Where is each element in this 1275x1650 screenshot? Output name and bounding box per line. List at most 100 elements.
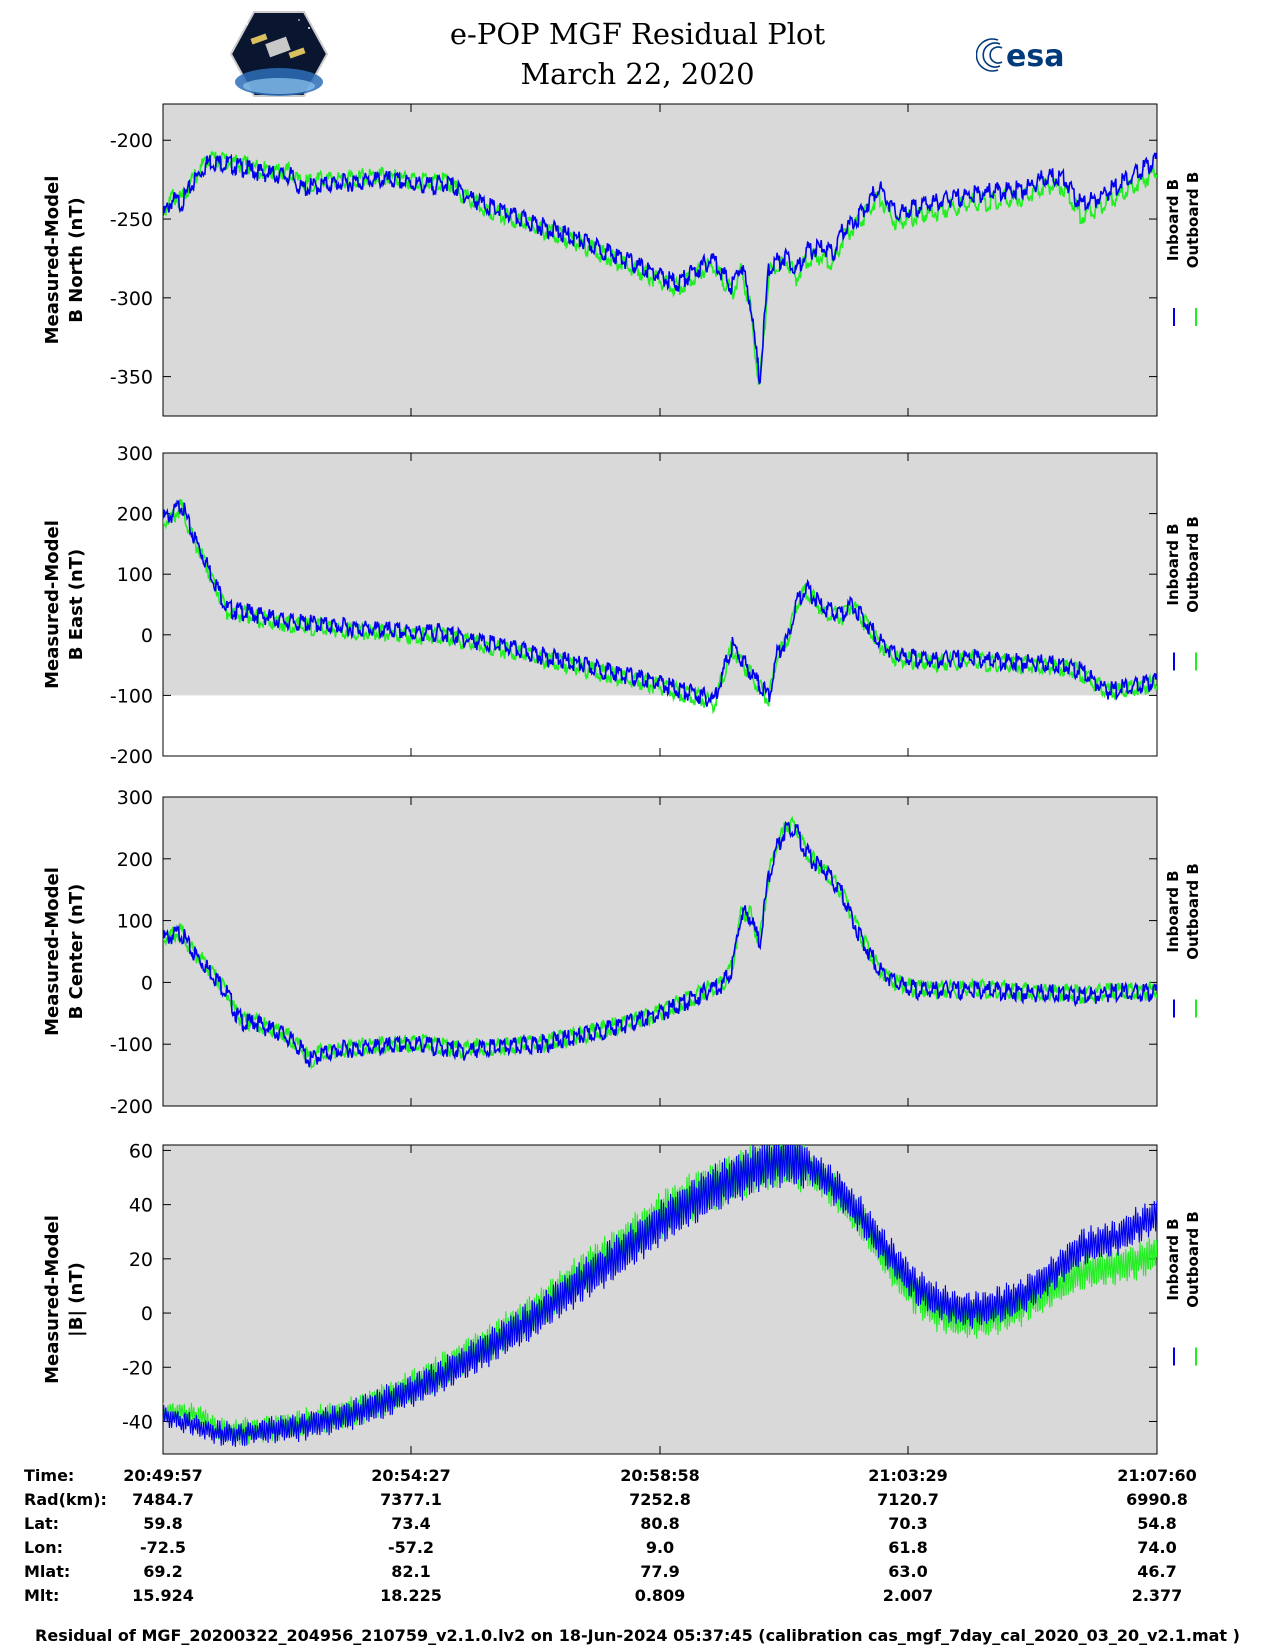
orbit-value: -57.2 bbox=[387, 1538, 435, 1557]
y-tick-label: 100 bbox=[117, 911, 153, 933]
orbit-row-label: Lat: bbox=[24, 1514, 60, 1533]
orbit-value: 6990.8 bbox=[1126, 1490, 1188, 1509]
y-tick-label: 0 bbox=[141, 625, 153, 647]
y-tick-label: -300 bbox=[110, 288, 153, 310]
y-tick-label: -200 bbox=[110, 746, 153, 768]
orbit-value: 20:54:27 bbox=[371, 1466, 451, 1485]
orbit-value: 20:49:57 bbox=[123, 1466, 203, 1485]
series-line-inboard bbox=[163, 152, 1157, 385]
orbit-value: 80.8 bbox=[640, 1514, 680, 1533]
orbit-value: 74.0 bbox=[1137, 1538, 1177, 1557]
orbit-value: 54.8 bbox=[1137, 1514, 1177, 1533]
y-tick-label: 200 bbox=[117, 849, 153, 871]
orbit-value: 59.8 bbox=[143, 1514, 183, 1533]
orbit-value: 70.3 bbox=[888, 1514, 928, 1533]
y-tick-label: 60 bbox=[129, 1140, 153, 1162]
legend-inboard-label: Inboard B bbox=[1164, 179, 1182, 261]
orbit-value: 77.9 bbox=[640, 1562, 680, 1581]
orbit-value: 9.0 bbox=[645, 1538, 675, 1557]
orbit-value: 21:03:29 bbox=[868, 1466, 948, 1485]
orbit-row: Rad(km): 7484.7 7377.1 7252.8 7120.7 6990.8 bbox=[0, 1490, 1275, 1514]
orbit-value: 20:58:58 bbox=[620, 1466, 700, 1485]
y-axis-label-line2: B North (nT) bbox=[66, 197, 87, 323]
y-tick-label: -350 bbox=[110, 367, 153, 389]
panel-4: 60 40 20 0 -20 -40 Measured-Model |B| (nT) Inboa… bbox=[42, 1140, 1202, 1455]
series-line-inboard bbox=[163, 1145, 1157, 1447]
orbit-value: 73.4 bbox=[391, 1514, 431, 1533]
y-tick-label: -200 bbox=[110, 1096, 153, 1118]
legend-inboard-label: Inboard B bbox=[1164, 870, 1182, 952]
orbit-row-label: Mlat: bbox=[24, 1562, 71, 1581]
plot-background bbox=[163, 797, 1157, 1106]
panel-1: -200 -250 -300 -350 Measured-Model B North (n… bbox=[42, 103, 1202, 417]
y-axis-label-line2: B Center (nT) bbox=[66, 884, 87, 1020]
mission-logo bbox=[229, 11, 329, 97]
y-tick-label: 300 bbox=[117, 787, 153, 809]
esa-logo: esa bbox=[976, 38, 1064, 74]
y-axis-label-line1: Measured-Model bbox=[42, 1215, 63, 1384]
title-block: e-POP MGF Residual Plot March 22, 2020 bbox=[350, 14, 925, 94]
series-line-inboard bbox=[163, 820, 1157, 1068]
y-axis-label-line1: Measured-Model bbox=[42, 176, 63, 345]
y-tick-label: 20 bbox=[129, 1249, 153, 1271]
y-axis-label-line1: Measured-Model bbox=[42, 520, 63, 689]
orbit-row-label: Mlt: bbox=[24, 1586, 60, 1605]
orbit-value: 7120.7 bbox=[877, 1490, 939, 1509]
y-tick-label: -100 bbox=[110, 685, 153, 707]
y-tick-label: -200 bbox=[110, 130, 153, 152]
series-line-outboard bbox=[163, 815, 1157, 1070]
orbit-value: 7252.8 bbox=[629, 1490, 691, 1509]
orbit-info-table: Time: 20:49:57 20:54:27 20:58:58 21:03:29 21:… bbox=[0, 1466, 1275, 1626]
orbit-row: Time: 20:49:57 20:54:27 20:58:58 21:03:29 21:… bbox=[0, 1466, 1275, 1490]
orbit-value: 18.225 bbox=[380, 1586, 442, 1605]
y-tick-label: 300 bbox=[117, 443, 153, 465]
y-tick-label: -40 bbox=[122, 1411, 153, 1433]
legend-outboard-label: Outboard B bbox=[1184, 1211, 1202, 1308]
y-tick-label: 0 bbox=[141, 972, 153, 994]
y-axis-label-line2: B East (nT) bbox=[66, 549, 87, 661]
y-tick-label: 40 bbox=[129, 1195, 153, 1217]
orbit-row: Mlt: 15.924 18.225 0.809 2.007 2.377 bbox=[0, 1586, 1275, 1610]
y-tick-label: 200 bbox=[117, 504, 153, 526]
orbit-row: Lat: 59.8 73.4 80.8 70.3 54.8 bbox=[0, 1514, 1275, 1538]
orbit-value: -72.5 bbox=[139, 1538, 187, 1557]
orbit-value: 2.377 bbox=[1131, 1586, 1183, 1605]
y-tick-label: 0 bbox=[141, 1303, 153, 1325]
orbit-row-label: Rad(km): bbox=[24, 1490, 107, 1509]
orbit-row-label: Lon: bbox=[24, 1538, 63, 1557]
y-axis-label-line2: |B| (nT) bbox=[66, 1262, 87, 1337]
orbit-value: 2.007 bbox=[882, 1586, 934, 1605]
y-tick-label: -20 bbox=[122, 1357, 153, 1379]
y-axis-label-line1: Measured-Model bbox=[42, 867, 63, 1036]
y-tick-label: -250 bbox=[110, 209, 153, 231]
orbit-row: Lon: -72.5 -57.2 9.0 61.8 74.0 bbox=[0, 1538, 1275, 1562]
orbit-value: 21:07:60 bbox=[1117, 1466, 1197, 1485]
legend-outboard-label: Outboard B bbox=[1184, 172, 1202, 269]
orbit-value: 0.809 bbox=[634, 1586, 686, 1605]
legend-outboard-label: Outboard B bbox=[1184, 863, 1202, 960]
legend-inboard-label: Inboard B bbox=[1164, 523, 1182, 605]
orbit-value: 7484.7 bbox=[132, 1490, 194, 1509]
plot-title: e-POP MGF Residual Plot bbox=[449, 17, 826, 51]
legend-inboard-label: Inboard B bbox=[1164, 1218, 1182, 1300]
plot-background bbox=[163, 1145, 1157, 1454]
orbit-value: 15.924 bbox=[132, 1586, 194, 1605]
panel-3: 300 200 100 0 -100 -200 Measured-Model B Center… bbox=[42, 787, 1202, 1118]
orbit-value: 7377.1 bbox=[380, 1490, 442, 1509]
series-line-outboard bbox=[163, 499, 1157, 715]
orbit-value: 61.8 bbox=[888, 1538, 928, 1557]
y-tick-label: 100 bbox=[117, 564, 153, 586]
orbit-value: 63.0 bbox=[888, 1562, 928, 1581]
legend-outboard-label: Outboard B bbox=[1184, 516, 1202, 613]
plot-background bbox=[163, 453, 1157, 696]
orbit-value: 69.2 bbox=[143, 1562, 183, 1581]
plot-background bbox=[163, 104, 1157, 416]
y-tick-label: -100 bbox=[110, 1034, 153, 1056]
panel-2: 300 200 100 0 -100 -200 Measured-Model B East (… bbox=[42, 443, 1202, 768]
series-line-inboard bbox=[163, 499, 1157, 707]
orbit-value: 46.7 bbox=[1137, 1562, 1177, 1581]
orbit-row: Mlat: 69.2 82.1 77.9 63.0 46.7 bbox=[0, 1562, 1275, 1586]
footer-note: Residual of MGF_20200322_204956_210759_v… bbox=[35, 1626, 1240, 1645]
orbit-value: 82.1 bbox=[391, 1562, 431, 1581]
